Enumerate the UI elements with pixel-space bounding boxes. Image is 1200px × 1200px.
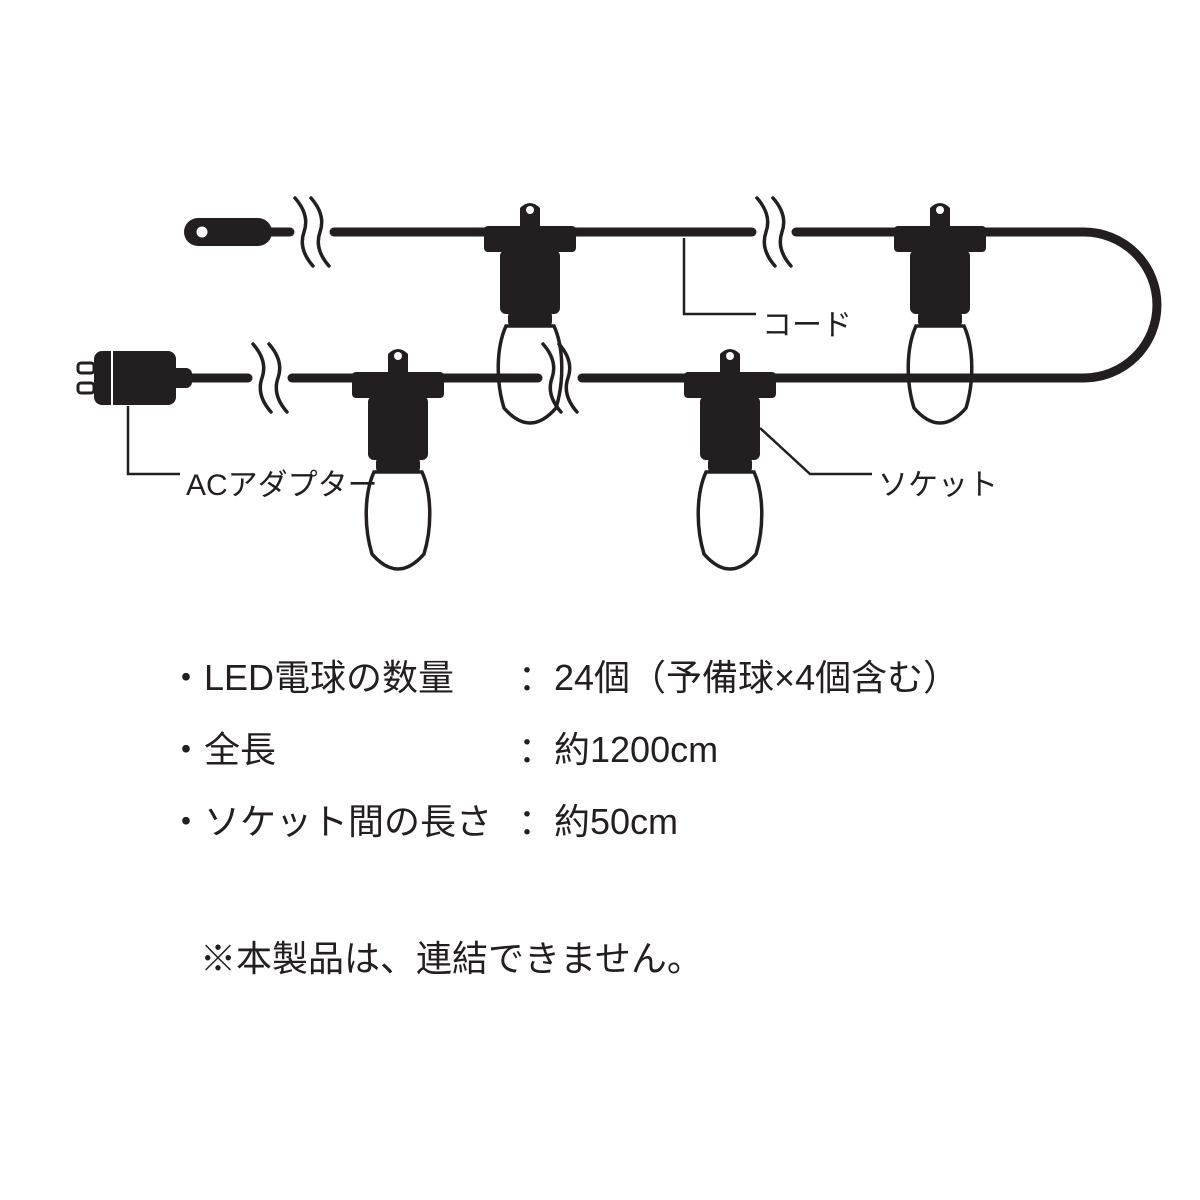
spec-value: ：約50cm [518,804,678,840]
spec-row: ・LED電球の数量：24個（予備球×4個含む） [168,660,959,696]
spec-row: ・全長：約1200cm [168,732,959,768]
spec-list: ・LED電球の数量：24個（予備球×4個含む）・全長：約1200cm・ソケット間… [168,660,959,876]
page-root: コード ACアダプター ソケット ・LED電球の数量：24個（予備球×4個含む）… [0,0,1200,1200]
label-socket: ソケット [878,460,998,504]
note-text: ※本製品は、連結できません。 [200,930,703,982]
label-ac-adapter: ACアダプター [186,460,378,504]
spec-value: ：24個（予備球×4個含む） [518,660,959,696]
spec-label: ・LED電球の数量 [168,660,518,696]
label-cord: コード [762,300,852,344]
spec-label: ・ソケット間の長さ [168,804,518,840]
spec-value: ：約1200cm [518,732,718,768]
spec-row: ・ソケット間の長さ：約50cm [168,804,959,840]
product-diagram [0,0,1200,620]
spec-label: ・全長 [168,732,518,768]
